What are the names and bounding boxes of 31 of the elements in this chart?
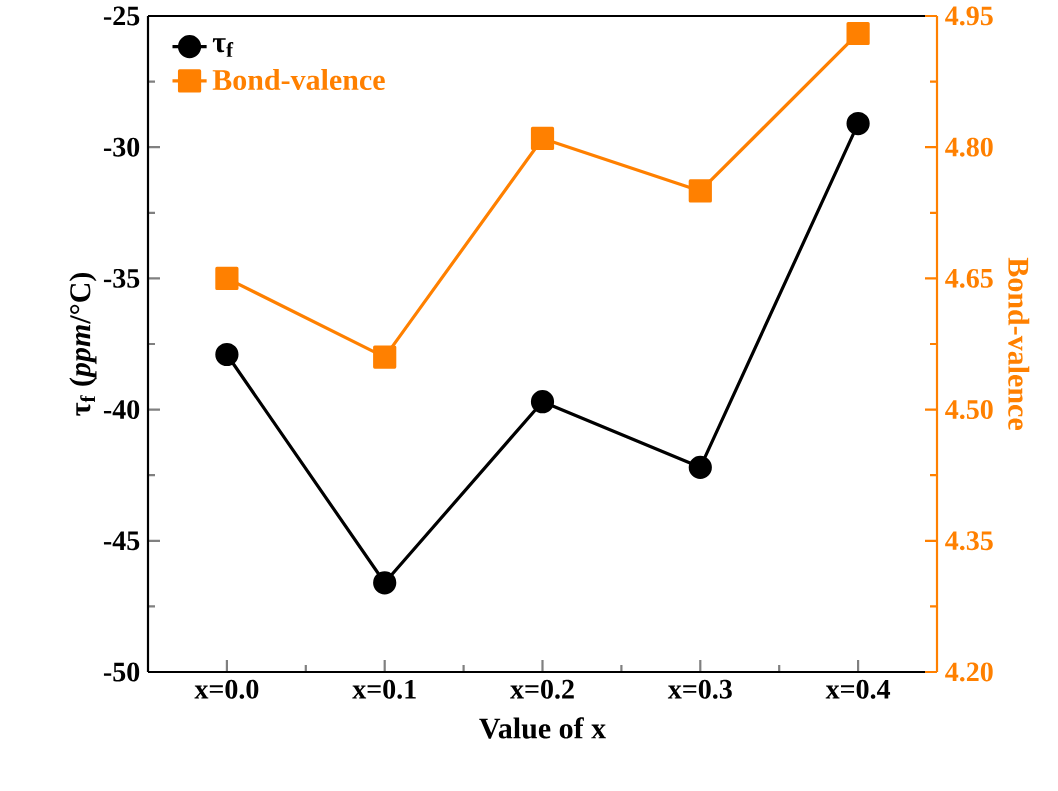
x-tick-label: x=0.1 bbox=[352, 679, 416, 699]
y2-tick-label: 4.95 bbox=[945, 6, 993, 26]
x-tick-label: x=0.4 bbox=[825, 679, 891, 699]
point bbox=[373, 571, 397, 595]
point bbox=[373, 345, 397, 369]
y-tick-label: -45 bbox=[103, 531, 140, 551]
point bbox=[215, 266, 239, 290]
point bbox=[530, 126, 555, 151]
x-tick-label: x=0.0 bbox=[194, 679, 259, 699]
y-tick-label: -35 bbox=[103, 268, 140, 288]
legend-label: Bond-valence bbox=[212, 69, 385, 91]
y-tick-label: -50 bbox=[103, 662, 140, 682]
point bbox=[688, 179, 712, 203]
y2-tick-label: 4.65 bbox=[945, 268, 993, 288]
legend-label: τ$_{f}$ bbox=[212, 38, 234, 57]
y2-tick-label: 4.20 bbox=[945, 662, 993, 682]
x-axis-title: Value of x bbox=[479, 717, 606, 739]
point bbox=[846, 111, 870, 136]
x-tick-label: x=0.3 bbox=[667, 679, 732, 699]
point bbox=[530, 390, 555, 414]
y2-tick-label: 4.35 bbox=[945, 531, 993, 551]
y2-tick-label: 4.50 bbox=[945, 400, 993, 420]
point bbox=[688, 455, 712, 479]
y2-axis-title: Bond-valence bbox=[1008, 257, 1030, 430]
point bbox=[215, 342, 239, 367]
y-tick-label: -25 bbox=[103, 6, 140, 26]
y2-tick-label: 4.80 bbox=[945, 137, 993, 157]
point bbox=[846, 21, 870, 46]
y-tick-label: -40 bbox=[103, 400, 140, 420]
y-tick-label: -30 bbox=[103, 137, 140, 157]
x-tick-label: x=0.2 bbox=[510, 679, 574, 699]
